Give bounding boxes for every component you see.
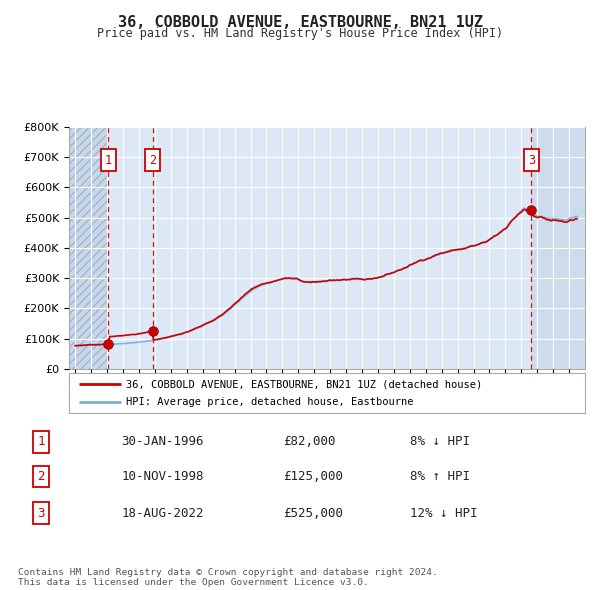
Text: 10-NOV-1998: 10-NOV-1998 bbox=[122, 470, 204, 483]
Bar bbox=[532, 127, 585, 369]
Bar bbox=[69, 127, 109, 369]
Text: 2: 2 bbox=[149, 153, 157, 166]
Bar bbox=[109, 127, 153, 369]
Text: 3: 3 bbox=[37, 507, 45, 520]
Text: HPI: Average price, detached house, Eastbourne: HPI: Average price, detached house, East… bbox=[126, 396, 413, 407]
Text: 8% ↑ HPI: 8% ↑ HPI bbox=[410, 470, 470, 483]
Text: £82,000: £82,000 bbox=[283, 435, 335, 448]
Text: 36, COBBOLD AVENUE, EASTBOURNE, BN21 1UZ: 36, COBBOLD AVENUE, EASTBOURNE, BN21 1UZ bbox=[118, 15, 482, 30]
Text: 1: 1 bbox=[37, 435, 45, 448]
Text: 30-JAN-1996: 30-JAN-1996 bbox=[122, 435, 204, 448]
Text: 18-AUG-2022: 18-AUG-2022 bbox=[122, 507, 204, 520]
Text: 8% ↓ HPI: 8% ↓ HPI bbox=[410, 435, 470, 448]
Text: £125,000: £125,000 bbox=[283, 470, 343, 483]
Text: 2: 2 bbox=[37, 470, 45, 483]
Text: 1: 1 bbox=[105, 153, 112, 166]
Text: Price paid vs. HM Land Registry's House Price Index (HPI): Price paid vs. HM Land Registry's House … bbox=[97, 27, 503, 40]
Text: 3: 3 bbox=[528, 153, 535, 166]
Text: 12% ↓ HPI: 12% ↓ HPI bbox=[410, 507, 477, 520]
Text: Contains HM Land Registry data © Crown copyright and database right 2024.
This d: Contains HM Land Registry data © Crown c… bbox=[18, 568, 438, 587]
Text: £525,000: £525,000 bbox=[283, 507, 343, 520]
Text: 36, COBBOLD AVENUE, EASTBOURNE, BN21 1UZ (detached house): 36, COBBOLD AVENUE, EASTBOURNE, BN21 1UZ… bbox=[126, 379, 482, 389]
Bar bbox=[69, 127, 109, 369]
